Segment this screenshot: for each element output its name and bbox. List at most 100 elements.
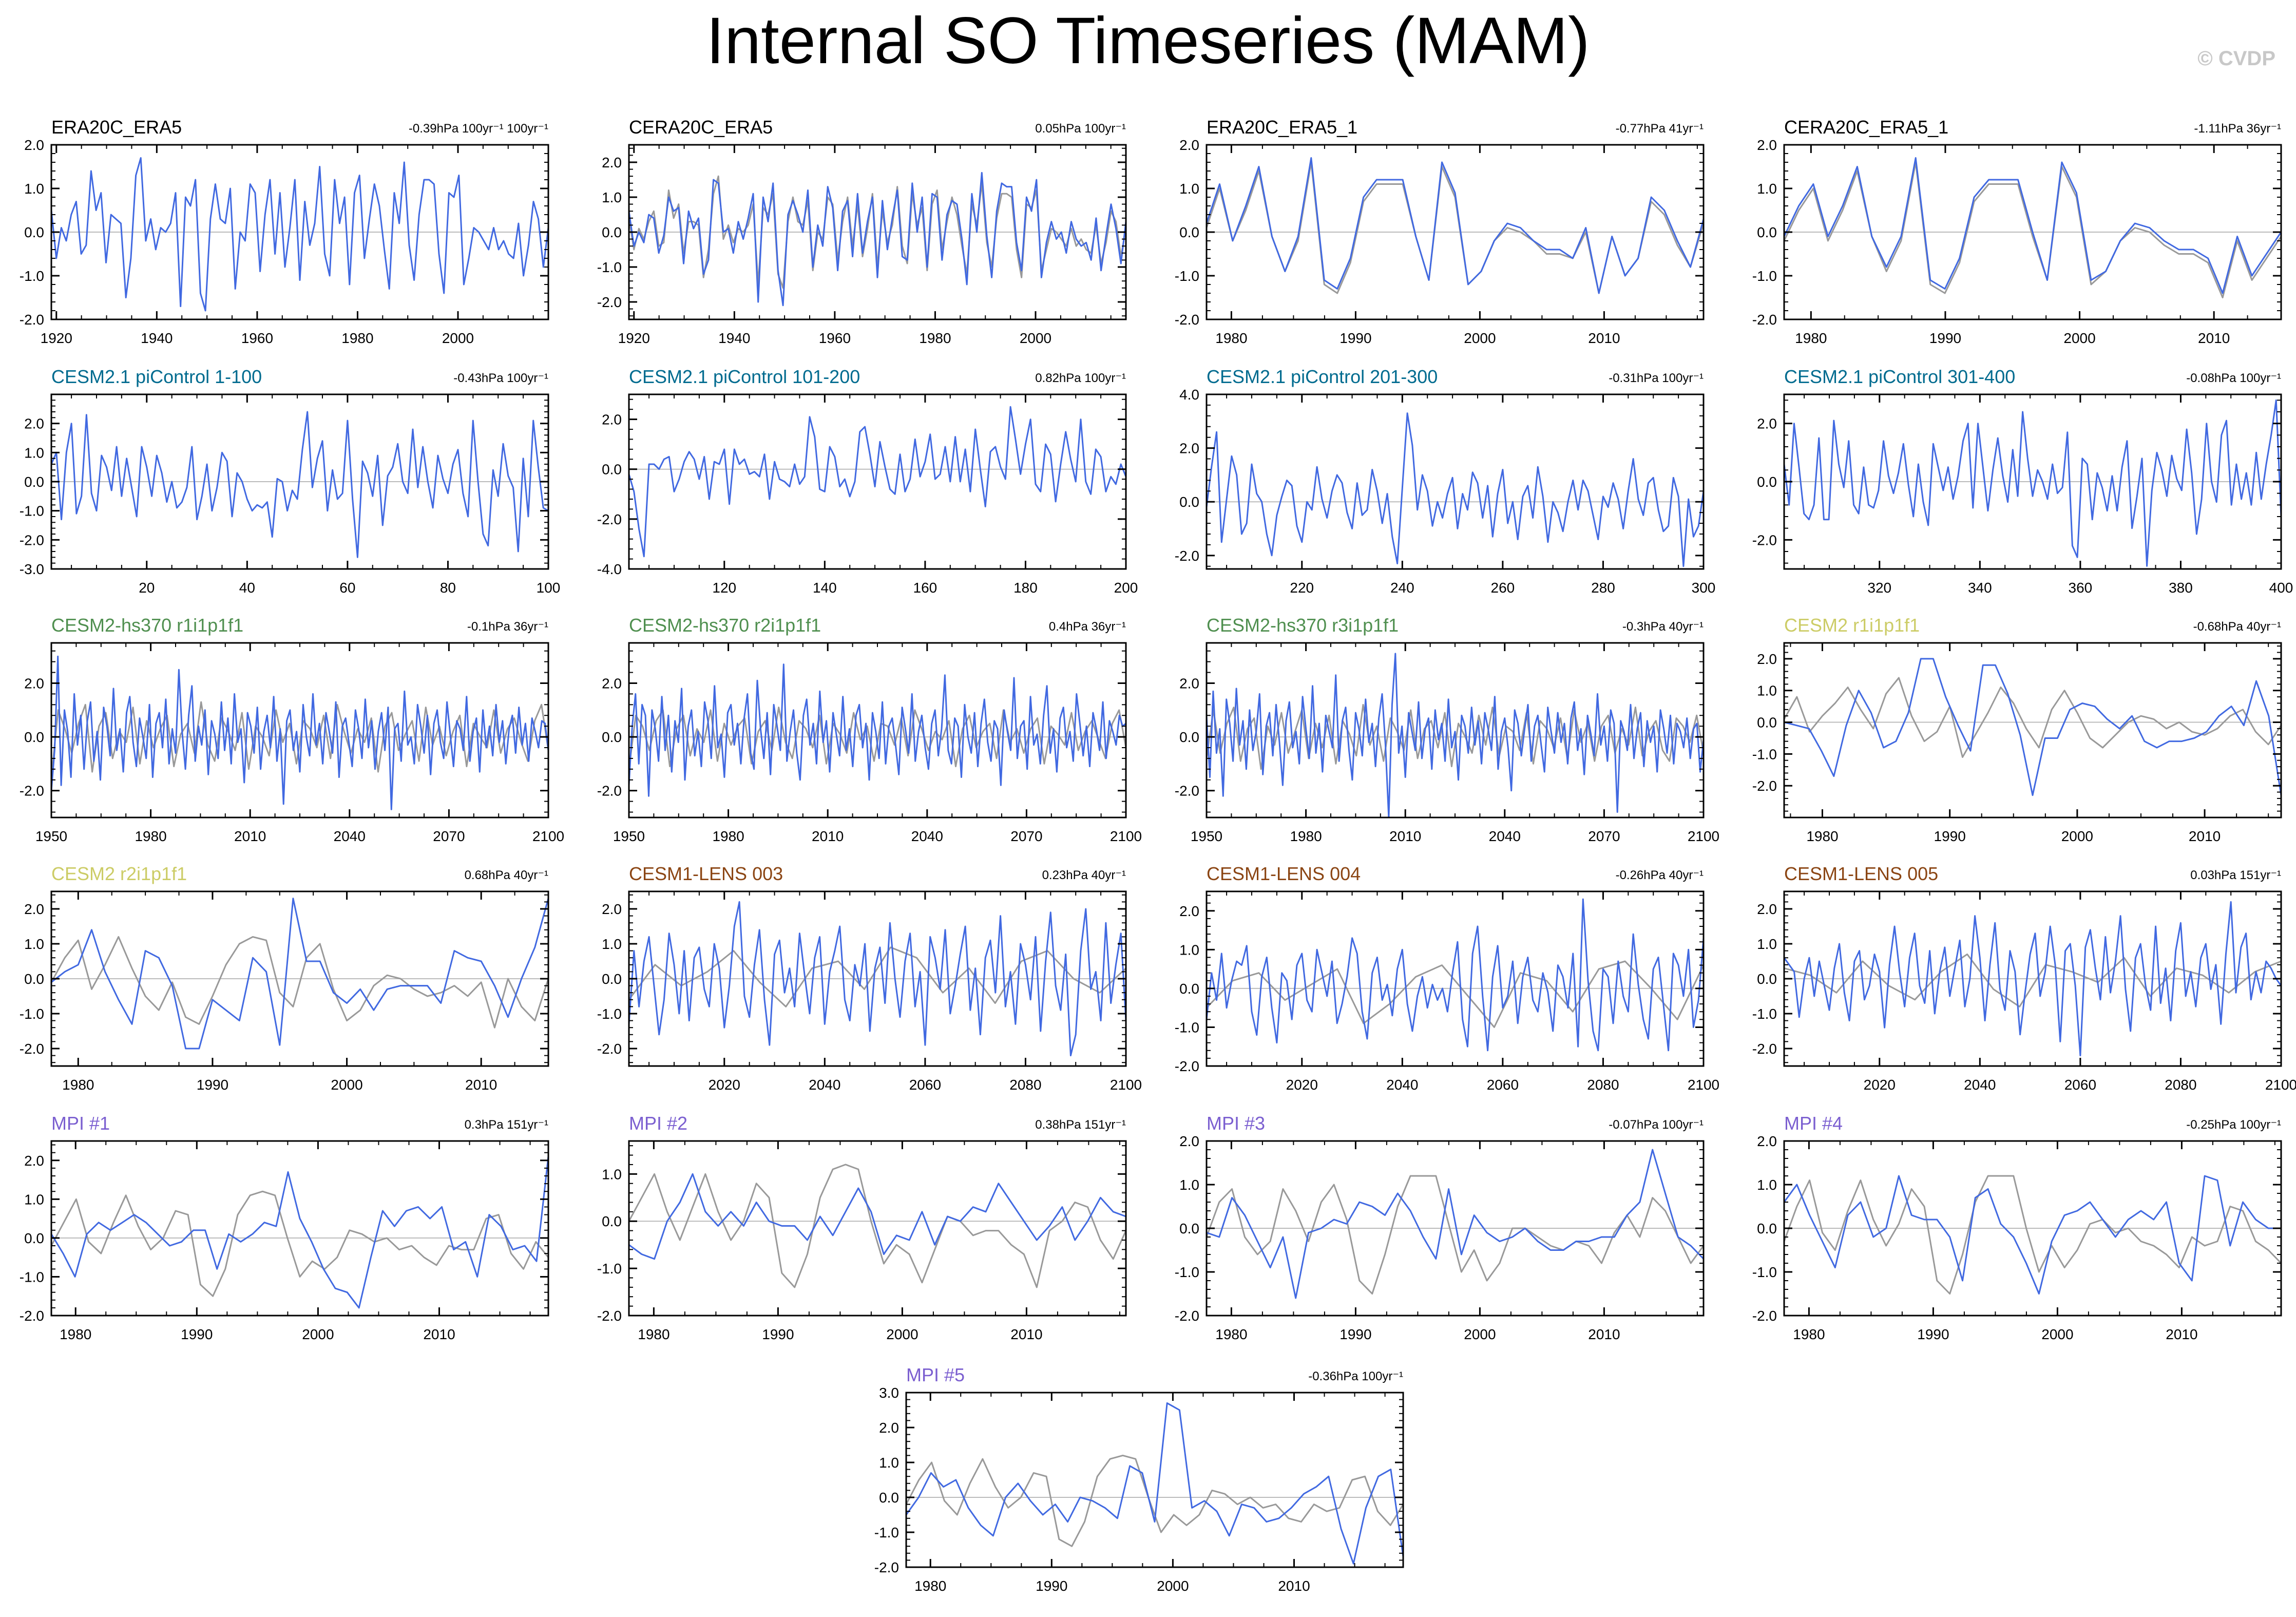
panel-13-y-tick-label: 1.0 <box>24 936 44 952</box>
panel-13-series-2 <box>51 898 549 1050</box>
panel-5-trend-label: -0.43hPa 100yr⁻¹ <box>453 371 548 385</box>
panel-15-y-tick-label: 2.0 <box>1179 903 1199 919</box>
panel-20-series-1 <box>1783 1175 2282 1295</box>
panel-9-series-2 <box>50 655 549 810</box>
panel-12-y-tick-label: 1.0 <box>1757 683 1777 699</box>
panel-7-y-tick-label: -2.0 <box>1175 548 1199 564</box>
panel-9-y-tick-label: -2.0 <box>20 783 44 799</box>
panel-2-x-tick-label: 2000 <box>1020 330 1051 346</box>
panel-16-y-tick-label: 2.0 <box>1757 901 1777 917</box>
panel-18-series-2 <box>628 1173 1126 1260</box>
panel-17-y-tick-label: 1.0 <box>24 1191 44 1207</box>
panel-4-x-tick-label: 1990 <box>1929 330 1961 346</box>
panel-2-trend-label: 0.05hPa 100yr⁻¹ <box>1035 122 1126 136</box>
panel-8-x-tick-label: 360 <box>2069 580 2093 596</box>
panel-1-y-tick-label: -2.0 <box>20 312 44 328</box>
panel-14-trend-label: 0.23hPa 40yr⁻¹ <box>1042 868 1126 882</box>
panel-20-title: MPI #4 <box>1784 1113 1843 1134</box>
panel-20-x-tick-label: 2010 <box>2166 1326 2197 1342</box>
panel-21-y-tick-label: -2.0 <box>874 1559 899 1575</box>
panel-4-x-tick-label: 1980 <box>1795 330 1827 346</box>
panel-3-series-2 <box>1206 157 1705 294</box>
panel-7-x-tick-label: 300 <box>1692 580 1716 596</box>
panel-12-y-tick-label: 2.0 <box>1757 651 1777 667</box>
panel-1-y-tick-label: 1.0 <box>24 181 44 197</box>
panel-2-x-tick-label: 1960 <box>819 330 851 346</box>
panel-1-x-tick-label: 1920 <box>41 330 72 346</box>
panel-14-title: CESM1-LENS 003 <box>629 863 783 884</box>
panel-15-y-tick-label: 0.0 <box>1179 981 1199 997</box>
panel-16-x-tick-label: 2100 <box>2265 1077 2296 1093</box>
panel-20-x-tick-label: 1990 <box>1917 1326 1949 1342</box>
panel-4-x-tick-label: 2000 <box>2063 330 2095 346</box>
panel-14-series-2 <box>628 901 1127 1057</box>
panel-1-series-1 <box>50 157 549 312</box>
panel-18-trend-label: 0.38hPa 151yr⁻¹ <box>1035 1118 1126 1132</box>
panel-16-series-1 <box>1784 953 2282 1007</box>
panel-9-series-1 <box>50 701 549 777</box>
panel-20-y-tick-label: 2.0 <box>1757 1133 1777 1149</box>
panel-1-y-tick-label: -1.0 <box>20 268 44 284</box>
panel-15-y-tick-label: -2.0 <box>1175 1058 1199 1074</box>
panel-16-y-tick-label: -1.0 <box>1752 1006 1777 1022</box>
panel-19-y-tick-label: -2.0 <box>1175 1308 1199 1324</box>
panel-18-x-tick-label: 2010 <box>1010 1326 1042 1342</box>
panel-19-x-tick-label: 1980 <box>1215 1326 1247 1342</box>
panel-13-x-tick-label: 1990 <box>197 1077 228 1093</box>
panel-12-y-tick-label: -2.0 <box>1752 778 1777 794</box>
panel-15-frame <box>1206 890 1705 1067</box>
panel-3-y-tick-label: -2.0 <box>1175 312 1199 328</box>
panel-21-x-tick-label: 2010 <box>1278 1578 1310 1594</box>
panel-18-x-tick-label: 2000 <box>886 1326 918 1342</box>
panel-17-x-tick-label: 2000 <box>302 1326 334 1342</box>
panel-9-x-tick-label: 2010 <box>234 828 266 844</box>
panel-14-x-tick-label: 2040 <box>809 1077 840 1093</box>
panel-19-x-tick-label: 2000 <box>1464 1326 1496 1342</box>
panel-13-x-tick-label: 1980 <box>62 1077 94 1093</box>
panel-6-y-tick-label: -4.0 <box>597 561 622 577</box>
panel-19-y-tick-label: 0.0 <box>1179 1221 1199 1236</box>
panel-21-y-tick-label: 2.0 <box>879 1420 899 1436</box>
panel-8-y-tick-label: -2.0 <box>1752 532 1777 548</box>
panel-19-series-2 <box>1206 1149 1705 1299</box>
panel-21-x-tick-label: 2000 <box>1157 1578 1189 1594</box>
panel-12-x-tick-label: 2010 <box>2189 828 2221 844</box>
panel-4-series-2 <box>1783 157 2282 294</box>
panel-7-frame <box>1206 393 1705 570</box>
panel-14-y-tick-label: 1.0 <box>602 936 622 952</box>
panel-2-y-tick-label: -2.0 <box>597 294 622 310</box>
panel-9-y-tick-label: 2.0 <box>24 675 44 691</box>
panel-20-series-2 <box>1783 1175 2281 1295</box>
panel-7-trend-label: -0.31hPa 100yr⁻¹ <box>1609 371 1704 385</box>
panel-18-y-tick-label: -2.0 <box>597 1308 622 1324</box>
panel-20-y-tick-label: -2.0 <box>1752 1308 1777 1324</box>
panel-15-y-tick-label: 1.0 <box>1179 942 1199 958</box>
page-title: Internal SO Timeseries (MAM) <box>706 4 1590 78</box>
panel-6-frame <box>628 393 1127 570</box>
panel-15-x-tick-label: 2040 <box>1386 1077 1418 1093</box>
panel-19-y-tick-label: -1.0 <box>1175 1264 1199 1280</box>
panel-5-title: CESM2.1 piControl 1-100 <box>51 366 262 387</box>
panel-11-y-tick-label: -2.0 <box>1175 783 1199 799</box>
panel-17-y-tick-label: -1.0 <box>20 1269 44 1285</box>
panel-5-y-tick-label: -2.0 <box>20 532 44 548</box>
panel-21-y-tick-label: 3.0 <box>879 1385 899 1401</box>
panel-5-y-tick-label: -1.0 <box>20 503 44 519</box>
panel-8-title: CESM2.1 piControl 301-400 <box>1784 366 2015 387</box>
panel-21-y-tick-label: 1.0 <box>879 1455 899 1471</box>
panel-3-y-tick-label: 0.0 <box>1179 224 1199 240</box>
panel-14-y-tick-label: 2.0 <box>602 901 622 917</box>
panel-5-y-tick-label: 0.0 <box>24 474 44 490</box>
panel-3-y-tick-label: -1.0 <box>1175 268 1199 284</box>
panel-5-x-tick-label: 80 <box>440 580 456 596</box>
panel-2-y-tick-label: 1.0 <box>602 189 622 205</box>
panel-7-y-tick-label: 2.0 <box>1179 441 1199 456</box>
panel-8-y-tick-label: 2.0 <box>1757 416 1777 432</box>
panel-4-y-tick-label: -1.0 <box>1752 268 1777 284</box>
panel-11-y-tick-label: 2.0 <box>1179 675 1199 691</box>
panel-16-title: CESM1-LENS 005 <box>1784 863 1938 884</box>
panel-17-frame <box>50 1140 549 1317</box>
panel-10-x-tick-label: 2070 <box>1010 828 1042 844</box>
panel-1-x-tick-label: 2000 <box>442 330 474 346</box>
